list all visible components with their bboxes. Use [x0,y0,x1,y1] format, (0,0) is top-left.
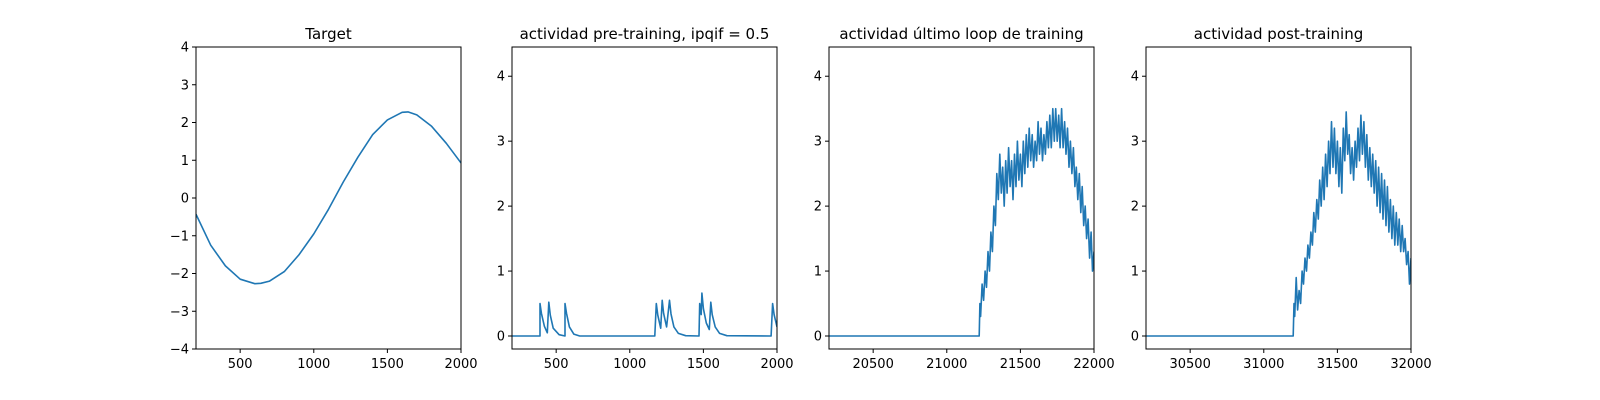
y-tick-label: 3 [1131,135,1139,150]
y-tick-label: 3 [814,135,822,150]
y-tick-label: 2 [1131,200,1139,215]
plot-frame [195,46,462,350]
chart-title: actividad pre-training, ipqif = 0.5 [520,25,770,43]
y-tick-label: 4 [497,70,505,85]
y-tick-label: 3 [181,78,189,93]
y-tick-label: 2 [497,200,505,215]
x-tick-label: 22000 [1073,357,1114,372]
plot-frame [511,46,778,350]
series-line [1146,111,1411,337]
series-line [512,292,777,337]
x-tick-label: 2000 [444,357,477,372]
x-tick-label: 31500 [1317,357,1358,372]
x-tick-label: 500 [228,357,253,372]
x-tick-label: 20500 [852,357,893,372]
y-tick-label: 0 [1131,330,1139,345]
y-tick-label: 0 [497,330,505,345]
y-tick-label: 1 [497,265,505,280]
plot-frame [828,46,1095,350]
x-tick-label: 21500 [1000,357,1041,372]
x-tick-label: 31000 [1243,357,1284,372]
series-line [829,107,1094,337]
x-tick-label: 1000 [613,357,646,372]
y-tick-label: 1 [181,154,189,169]
y-tick-label: 4 [181,41,189,56]
y-tick-label: 1 [814,265,822,280]
chart-title: actividad post-training [1194,25,1363,43]
y-tick-label: 1 [1131,265,1139,280]
x-tick-label: 500 [544,357,569,372]
y-tick-label: 4 [1131,70,1139,85]
x-tick-label: 2000 [760,357,793,372]
x-tick-label: 32000 [1390,357,1431,372]
x-tick-label: 21000 [926,357,967,372]
x-tick-label: 1500 [371,357,404,372]
x-tick-label: 30500 [1169,357,1210,372]
series-line [196,111,461,285]
y-tick-label: 3 [497,135,505,150]
plot-frame [1145,46,1412,350]
y-tick-label: 0 [814,330,822,345]
chart-title: actividad último loop de training [839,25,1083,43]
chart-title: Target [304,25,352,43]
y-tick-label: 2 [814,200,822,215]
y-tick-label: −4 [170,343,189,358]
x-tick-label: 1000 [297,357,330,372]
y-tick-label: 0 [181,192,189,207]
x-tick-label: 1500 [687,357,720,372]
y-tick-label: 4 [814,70,822,85]
y-tick-label: −3 [170,305,189,320]
y-tick-label: −2 [170,267,189,282]
y-tick-label: 2 [181,116,189,131]
y-tick-label: −1 [170,229,189,244]
panel-target: Target 500 1000 1500 2000 −4 −3 −2 −1 0 1 2 3 4 [170,25,478,372]
